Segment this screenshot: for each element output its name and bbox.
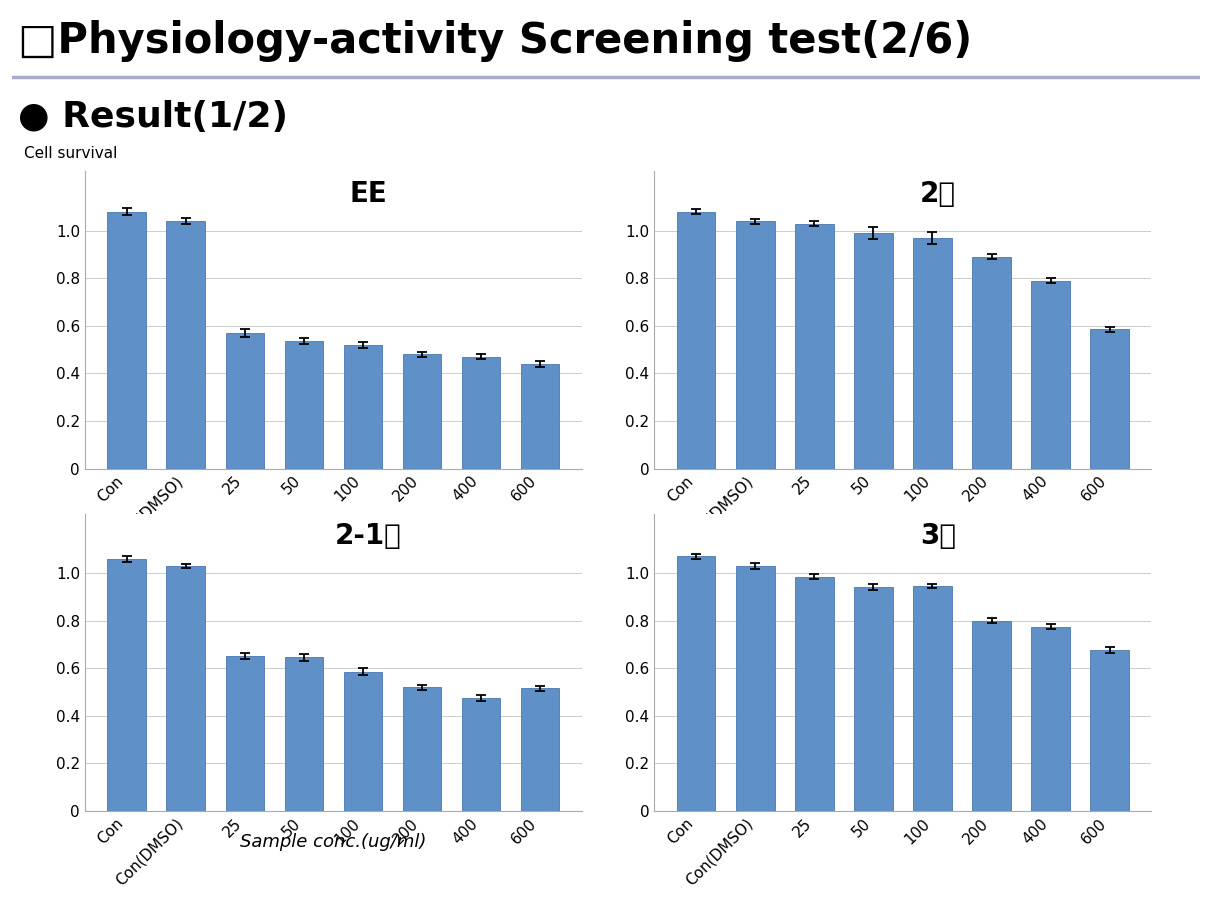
Text: □Physiology-activity Screening test(2/6): □Physiology-activity Screening test(2/6)	[18, 20, 972, 62]
Bar	[402, 354, 441, 469]
Bar	[914, 238, 951, 469]
Bar	[678, 212, 715, 469]
Text: Cell survival: Cell survival	[24, 146, 118, 160]
Bar	[521, 364, 559, 469]
Text: 2번: 2번	[920, 180, 956, 208]
Text: Sample conc.(ug/ml): Sample conc.(ug/ml)	[240, 833, 427, 851]
Bar	[972, 621, 1011, 811]
Bar	[225, 656, 264, 811]
Text: 2-1번: 2-1번	[335, 523, 401, 551]
Bar	[285, 658, 322, 811]
Bar	[1031, 280, 1070, 469]
Bar	[854, 587, 892, 811]
Bar	[285, 341, 322, 469]
Bar	[462, 698, 501, 811]
Bar	[108, 212, 145, 469]
Bar	[914, 587, 951, 811]
Bar	[1091, 330, 1128, 469]
Bar	[736, 221, 774, 469]
Bar	[972, 257, 1011, 469]
Text: 3번: 3번	[920, 523, 956, 551]
Text: EE: EE	[349, 180, 387, 208]
Bar	[344, 345, 382, 469]
Bar	[344, 672, 382, 811]
Bar	[462, 357, 501, 469]
Bar	[108, 559, 145, 811]
Bar	[521, 688, 559, 811]
Bar	[1091, 651, 1128, 811]
Bar	[678, 557, 715, 811]
Bar	[166, 221, 205, 469]
Text: ● Result(1/2): ● Result(1/2)	[18, 100, 288, 134]
Bar	[736, 566, 774, 811]
Bar	[1031, 626, 1070, 811]
Bar	[166, 566, 205, 811]
Bar	[402, 687, 441, 811]
Bar	[795, 223, 834, 469]
Bar	[225, 333, 264, 469]
Bar	[854, 233, 892, 469]
Bar	[795, 577, 834, 811]
